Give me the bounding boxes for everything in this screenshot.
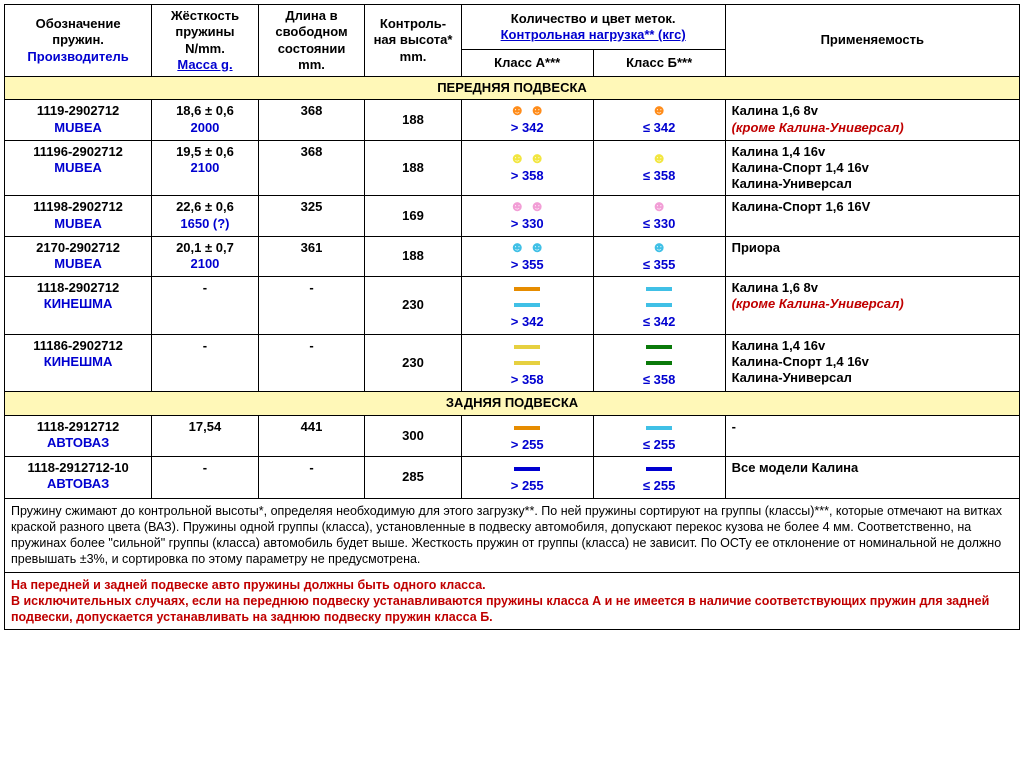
cell-ctrl: 230: [365, 334, 461, 392]
cell-stiffness: 18,6 ± 0,62000: [152, 100, 259, 140]
mark-cell: ☻≤ 330: [593, 196, 725, 236]
cell-ctrl: 188: [365, 140, 461, 196]
cell-length: -: [258, 457, 365, 499]
table-row: 11186-2902712КИНЕШМА--230> 358≤ 358Калин…: [5, 334, 1020, 392]
table-row: 1118-2912712-10АВТОВАЗ--285> 255≤ 255Все…: [5, 457, 1020, 499]
header-length: Длина в свободном состоянии mm.: [258, 5, 365, 77]
mark-cell: > 255: [461, 457, 593, 499]
table-row: 11196-2902712MUBEA19,5 ± 0,62100368188☻ …: [5, 140, 1020, 196]
cell-code: 11198-2902712MUBEA: [5, 196, 152, 236]
mark-cell: ≤ 358: [593, 334, 725, 392]
cell-stiffness: 17,54: [152, 415, 259, 457]
cell-length: -: [258, 334, 365, 392]
table-row: 1118-2912712АВТОВАЗ17,54441300> 255≤ 255…: [5, 415, 1020, 457]
cell-length: 361: [258, 236, 365, 276]
table-row: 1118-2902712КИНЕШМА--230> 342≤ 342Калина…: [5, 276, 1020, 334]
cell-code: 1118-2912712АВТОВАЗ: [5, 415, 152, 457]
table-row: 11198-2902712MUBEA22,6 ± 0,61650 (?)3251…: [5, 196, 1020, 236]
mark-cell: > 255: [461, 415, 593, 457]
cell-code: 1118-2912712-10АВТОВАЗ: [5, 457, 152, 499]
cell-ctrl: 169: [365, 196, 461, 236]
mark-cell: ☻ ☻> 342: [461, 100, 593, 140]
cell-stiffness: -: [152, 276, 259, 334]
mark-cell: ≤ 342: [593, 276, 725, 334]
table-row: 2170-2902712MUBEA20,1 ± 0,72100361188☻ ☻…: [5, 236, 1020, 276]
cell-application: Калина-Спорт 1,6 16V: [725, 196, 1019, 236]
mark-cell: ≤ 255: [593, 415, 725, 457]
cell-ctrl: 230: [365, 276, 461, 334]
red-notes-text: На передней и задней подвеске авто пружи…: [5, 572, 1020, 630]
mark-cell: > 342: [461, 276, 593, 334]
cell-length: 441: [258, 415, 365, 457]
mark-cell: ☻≤ 342: [593, 100, 725, 140]
section-header: ЗАДНЯЯ ПОДВЕСКА: [5, 392, 1020, 415]
cell-ctrl: 188: [365, 100, 461, 140]
springs-table: Обозначение пружин. Производитель Жёстко…: [4, 4, 1020, 630]
cell-ctrl: 285: [365, 457, 461, 499]
cell-code: 2170-2902712MUBEA: [5, 236, 152, 276]
cell-application: Калина 1,4 16vКалина-Спорт 1,4 16vКалина…: [725, 334, 1019, 392]
cell-application: -: [725, 415, 1019, 457]
mark-cell: ☻ ☻> 358: [461, 140, 593, 196]
mark-cell: > 358: [461, 334, 593, 392]
section-header: ПЕРЕДНЯЯ ПОДВЕСКА: [5, 77, 1020, 100]
cell-application: Калина 1,6 8v(кроме Калина-Универсал): [725, 100, 1019, 140]
cell-stiffness: 22,6 ± 0,61650 (?): [152, 196, 259, 236]
header-code: Обозначение пружин. Производитель: [5, 5, 152, 77]
cell-application: Все модели Калина: [725, 457, 1019, 499]
cell-application: Приора: [725, 236, 1019, 276]
mark-cell: ≤ 255: [593, 457, 725, 499]
cell-ctrl: 188: [365, 236, 461, 276]
cell-application: Калина 1,6 8v(кроме Калина-Универсал): [725, 276, 1019, 334]
cell-stiffness: 19,5 ± 0,62100: [152, 140, 259, 196]
cell-length: -: [258, 276, 365, 334]
mark-cell: ☻ ☻> 355: [461, 236, 593, 276]
cell-length: 368: [258, 100, 365, 140]
mark-cell: ☻≤ 358: [593, 140, 725, 196]
cell-ctrl: 300: [365, 415, 461, 457]
cell-stiffness: 20,1 ± 0,72100: [152, 236, 259, 276]
cell-length: 325: [258, 196, 365, 236]
cell-code: 1119-2902712MUBEA: [5, 100, 152, 140]
table-header: Обозначение пружин. Производитель Жёстко…: [5, 5, 1020, 77]
cell-code: 11196-2902712MUBEA: [5, 140, 152, 196]
mark-cell: ☻ ☻> 330: [461, 196, 593, 236]
cell-code: 11186-2902712КИНЕШМА: [5, 334, 152, 392]
table-row: 1119-2902712MUBEA18,6 ± 0,62000368188☻ ☻…: [5, 100, 1020, 140]
header-stiffness: Жёсткость пружины N/mm. Масса g.: [152, 5, 259, 77]
notes-text: Пружину сжимают до контрольной высоты*, …: [5, 498, 1020, 572]
header-marks: Количество и цвет меток. Контрольная наг…: [461, 5, 725, 50]
header-class-a: Класс А***: [461, 50, 593, 77]
cell-length: 368: [258, 140, 365, 196]
mark-cell: ☻≤ 355: [593, 236, 725, 276]
cell-application: Калина 1,4 16vКалина-Спорт 1,4 16vКалина…: [725, 140, 1019, 196]
cell-stiffness: -: [152, 457, 259, 499]
header-ctrl-height: Контроль-ная высота* mm.: [365, 5, 461, 77]
table-body: ПЕРЕДНЯЯ ПОДВЕСКА1119-2902712MUBEA18,6 ±…: [5, 77, 1020, 630]
header-class-b: Класс Б***: [593, 50, 725, 77]
cell-stiffness: -: [152, 334, 259, 392]
cell-code: 1118-2902712КИНЕШМА: [5, 276, 152, 334]
header-application: Применяемость: [725, 5, 1019, 77]
